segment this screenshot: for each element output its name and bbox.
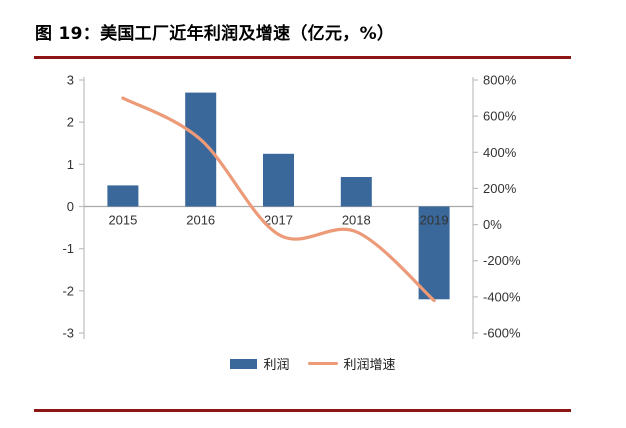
line-series-swatch-icon — [307, 361, 338, 366]
legend-item-profit: 利润 — [230, 354, 290, 373]
right-axis-tick-label: -400% — [483, 289, 521, 304]
bar-2015 — [107, 185, 139, 207]
left-axis-tick-label: 0 — [67, 199, 74, 214]
figure-title: 图 19：美国工厂近年利润及增速（亿元，%） — [35, 24, 395, 44]
bar-series-swatch-icon — [230, 358, 258, 369]
bottom-border-rule — [34, 409, 571, 412]
right-axis-tick-label: -200% — [483, 253, 521, 268]
chart-legend: 利润 利润增速 — [0, 354, 626, 373]
right-axis-tick-label: 200% — [483, 181, 517, 196]
bar-2017 — [263, 153, 294, 207]
right-axis-tick-label: 400% — [483, 145, 517, 160]
legend-label-profit: 利润 — [263, 357, 290, 372]
right-axis-tick-label: 800% — [483, 73, 517, 88]
left-axis-tick-label: 2 — [67, 115, 74, 130]
growth-rate-line — [121, 96, 436, 303]
x-category-label: 2016 — [186, 213, 215, 228]
right-axis-tick-label: 0% — [483, 217, 502, 232]
legend-label-growth: 利润增速 — [343, 357, 396, 372]
left-axis-tick-label: -1 — [62, 241, 74, 256]
left-axis-tick-label: -2 — [62, 283, 74, 298]
x-category-label: 2019 — [420, 213, 449, 228]
legend-item-growth: 利润增速 — [307, 354, 396, 373]
right-axis-tick-label: -600% — [483, 326, 521, 341]
right-axis-tick-label: 600% — [483, 109, 517, 124]
left-axis-tick-label: -3 — [62, 326, 74, 341]
left-axis-tick-label: 1 — [67, 157, 74, 172]
bar-2018 — [340, 177, 372, 207]
title-divider-rule — [34, 56, 571, 59]
left-axis-tick-label: 3 — [67, 73, 74, 88]
bar-2019 — [418, 206, 450, 300]
x-category-label: 2018 — [342, 213, 371, 228]
x-category-label: 2017 — [264, 213, 293, 228]
x-category-label: 2015 — [108, 213, 137, 228]
